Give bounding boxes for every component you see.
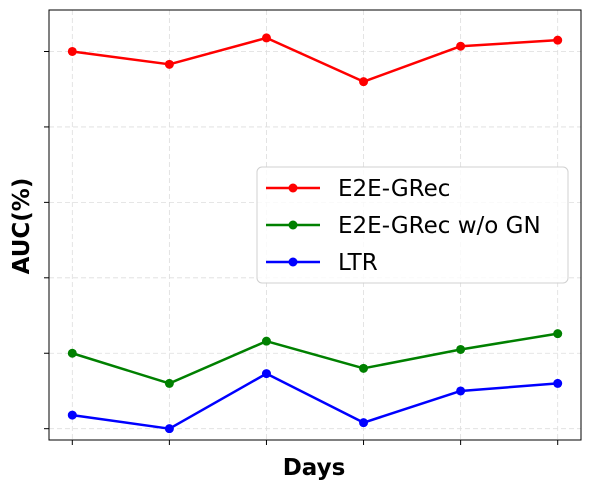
data-point bbox=[553, 35, 563, 45]
data-point bbox=[456, 344, 466, 354]
data-point bbox=[456, 41, 466, 51]
legend-marker-2 bbox=[288, 257, 298, 267]
legend-marker-1 bbox=[288, 220, 298, 230]
data-point bbox=[359, 363, 369, 373]
series-line-2 bbox=[72, 372, 558, 430]
legend-marker-0 bbox=[288, 183, 298, 193]
legend-label-2: LTR bbox=[338, 250, 378, 276]
data-point bbox=[164, 424, 174, 434]
series-group bbox=[67, 33, 563, 434]
data-point bbox=[67, 410, 77, 420]
data-point bbox=[164, 378, 174, 388]
data-point bbox=[261, 33, 271, 43]
legend-label-0: E2E-GRec bbox=[338, 176, 450, 202]
data-point bbox=[553, 378, 563, 388]
plot-frame bbox=[48, 9, 582, 441]
axis-ticks bbox=[44, 50, 559, 445]
data-point bbox=[67, 348, 77, 358]
data-point bbox=[261, 336, 271, 346]
legend-label-1: E2E-GRec w/o GN bbox=[338, 213, 541, 239]
data-point bbox=[164, 59, 174, 69]
series-line-1 bbox=[71, 332, 558, 385]
legend-box bbox=[256, 166, 569, 284]
x-axis-title: Days bbox=[283, 455, 346, 481]
data-point bbox=[553, 329, 563, 339]
data-point bbox=[456, 386, 466, 396]
data-point bbox=[261, 369, 271, 379]
data-point bbox=[359, 418, 369, 428]
legend: E2E-GRec E2E-GRec w/o GN LTR bbox=[256, 166, 569, 284]
data-point bbox=[67, 46, 77, 56]
y-axis-title: AUC(%) bbox=[9, 178, 35, 275]
series-line-0 bbox=[72, 36, 558, 83]
data-point bbox=[359, 77, 369, 87]
